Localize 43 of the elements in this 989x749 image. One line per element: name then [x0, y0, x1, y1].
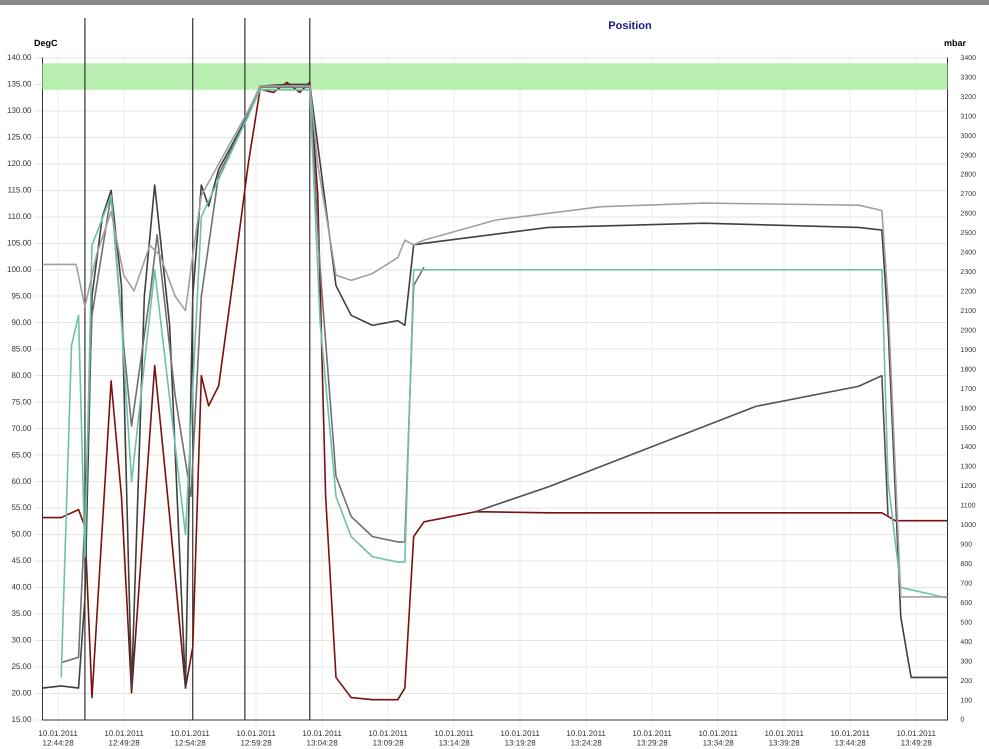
y-tick-label: 75.00	[11, 397, 32, 406]
y-tick-label: 135.00	[7, 80, 32, 89]
y-tick-label: 70.00	[11, 424, 32, 433]
x-tick-label: 10.01.2011 12:59:28	[236, 728, 276, 748]
x-tick-label: 10.01.2011 12:49:28	[104, 728, 144, 748]
y-tick-label: 50.00	[11, 530, 32, 539]
x-tick-label: 10.01.2011 13:24:28	[566, 728, 606, 748]
x-tick-label: 10.01.2011 12:54:28	[170, 728, 210, 748]
y-tick-label: 55.00	[11, 503, 32, 512]
chart-title: Position	[607, 20, 653, 32]
x-tick-label: 10.01.2011 13:09:28	[368, 728, 408, 748]
y-tick-label: 90.00	[11, 318, 32, 327]
y-tick-label: 125.00	[7, 132, 32, 142]
y-tick-label: 30.00	[11, 636, 32, 645]
y-tick-label: 40.00	[11, 582, 32, 592]
y-axis-title: DegC	[34, 38, 58, 48]
y-tick-label: 100.00	[7, 264, 32, 274]
y-tick-label: 95.00	[11, 291, 32, 300]
y-tick-label: 120.00	[7, 159, 32, 168]
x-tick-label: 10.01.2011 13:34:28	[698, 728, 738, 748]
y-tick-label: 35.00	[11, 609, 32, 618]
x-tick-label: 10.01.2011 13:14:28	[434, 728, 474, 748]
y-tick-label: 15.00	[11, 715, 32, 724]
x-tick-label: 10.01.2011 13:49:28	[896, 728, 936, 748]
x-tick-label: 10.01.2011 13:29:28	[632, 728, 672, 748]
y-tick-label: 140.00	[7, 53, 32, 62]
y-tick-label: 65.00	[11, 450, 32, 460]
y-tick-label: 85.00	[11, 344, 32, 354]
x-tick-label: 10.01.2011 12:44:28	[38, 728, 78, 748]
x-tick-label: 10.01.2011 13:44:28	[830, 728, 870, 748]
x-tick-label: 10.01.2011 13:04:28	[302, 728, 342, 748]
y2-axis-title: mbar	[944, 38, 966, 48]
y-tick-label: 25.00	[11, 662, 32, 672]
y-tick-label: 115.00	[8, 186, 32, 195]
y-tick-label: 130.00	[7, 106, 32, 116]
y-tick-label: 60.00	[11, 476, 32, 486]
y-tick-label: 110.00	[8, 212, 32, 222]
x-tick-label: 10.01.2011 13:19:28	[500, 728, 540, 748]
y-tick-label: 105.00	[7, 238, 32, 248]
x-tick-label: 10.01.2011 13:39:28	[764, 728, 804, 748]
y-tick-label: 45.00	[11, 556, 32, 566]
y-tick-label: 20.00	[11, 688, 32, 698]
y-tick-label: 80.00	[11, 370, 32, 380]
